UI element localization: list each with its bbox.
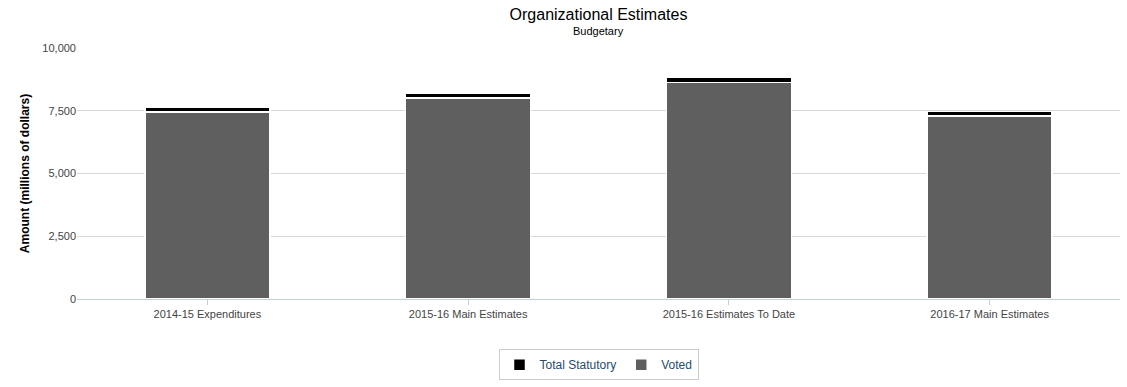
svg-text:2015-16 Main Estimates: 2015-16 Main Estimates (409, 308, 528, 320)
svg-text:0: 0 (70, 293, 76, 305)
svg-text:2014-15 Expenditures: 2014-15 Expenditures (154, 308, 262, 320)
svg-text:10,000: 10,000 (42, 42, 76, 54)
svg-text:2015-16 Estimates To Date: 2015-16 Estimates To Date (663, 308, 795, 320)
svg-text:Budgetary: Budgetary (573, 25, 624, 37)
svg-text:Amount (millions of dollars): Amount (millions of dollars) (18, 94, 32, 253)
svg-text:7,500: 7,500 (48, 105, 76, 117)
svg-text:2016-17 Main Estimates: 2016-17 Main Estimates (930, 308, 1049, 320)
svg-text:5,000: 5,000 (48, 167, 76, 179)
svg-text:2,500: 2,500 (48, 230, 76, 242)
svg-text:Voted: Voted (661, 358, 692, 372)
svg-text:Total Statutory: Total Statutory (540, 358, 617, 372)
svg-text:Organizational Estimates: Organizational Estimates (510, 6, 688, 23)
